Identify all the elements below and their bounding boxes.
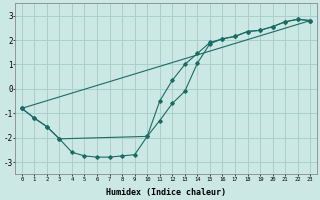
X-axis label: Humidex (Indice chaleur): Humidex (Indice chaleur) — [106, 188, 226, 197]
